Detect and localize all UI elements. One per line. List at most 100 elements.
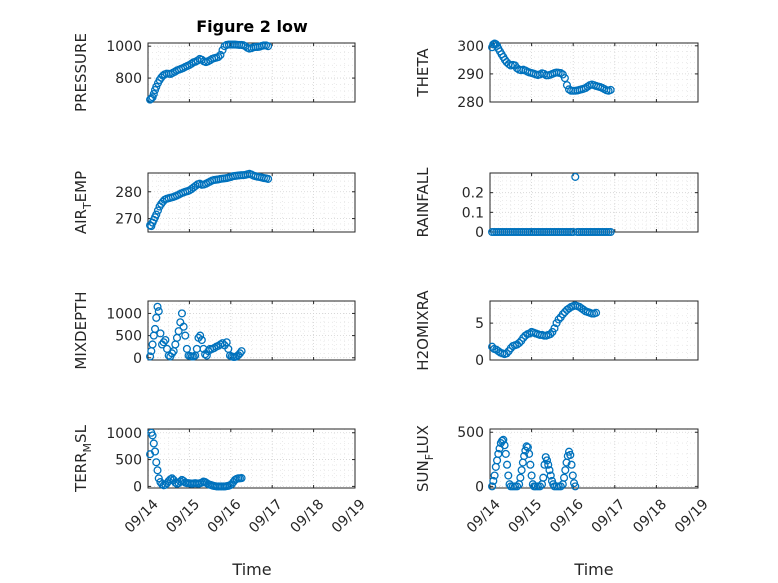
data-point xyxy=(554,315,563,324)
data-point xyxy=(488,482,497,491)
x-tick-label: 09/19 xyxy=(672,496,712,536)
data-point xyxy=(571,482,580,491)
data-point xyxy=(152,313,161,322)
data-point xyxy=(525,449,534,458)
axes-frame xyxy=(147,42,356,103)
data-point xyxy=(152,82,161,91)
y-tick-label: 5 xyxy=(475,316,484,332)
y-axis-label: TERRMSL xyxy=(72,424,94,493)
data-point xyxy=(535,482,544,491)
data-point xyxy=(154,307,163,316)
x-tick-label: 09/14 xyxy=(464,496,504,536)
data-point xyxy=(148,340,157,349)
plot-background xyxy=(490,429,698,488)
y-tick-label: 300 xyxy=(457,39,484,55)
plot-background xyxy=(490,173,698,232)
data-point xyxy=(526,460,535,469)
y-tick-label: 500 xyxy=(457,425,484,441)
y-tick-label: 0 xyxy=(133,479,142,495)
subplot-1: 280 290 300 THETA xyxy=(414,39,699,111)
data-point xyxy=(156,329,165,338)
y-axis-label: AIRTEMP xyxy=(72,171,94,234)
subplot-5: 0 5 H2OMIXRA xyxy=(414,290,699,371)
data-point xyxy=(181,331,190,340)
subplot-6: 09/14 09/15 09/16 09/17 09/18 09/19 0 500 1000 TE… xyxy=(72,424,369,536)
y-tick-label: 0 xyxy=(475,353,484,369)
data-point xyxy=(500,441,509,450)
subplot-3: 0 0.1 0.2 RAINFALL xyxy=(414,167,699,241)
data-point xyxy=(571,172,580,181)
y-tick-label: 280 xyxy=(115,185,142,201)
data-point xyxy=(539,473,548,482)
data-point xyxy=(218,339,227,348)
data-point xyxy=(562,81,572,90)
y-tick-label: 0.1 xyxy=(462,205,484,221)
axes-frame xyxy=(489,428,699,489)
data-point xyxy=(522,442,531,451)
y-axis-label: RAINFALL xyxy=(414,167,432,238)
x-tick-label: 09/16 xyxy=(547,496,587,536)
data-point xyxy=(153,302,162,311)
data-point xyxy=(560,74,569,83)
x-tick-label: 09/16 xyxy=(205,496,245,536)
x-axis-label-left: Time xyxy=(231,560,271,579)
data-point xyxy=(489,476,498,486)
data-point xyxy=(606,85,615,94)
data-point xyxy=(494,347,503,356)
data-point xyxy=(159,338,168,347)
data-point xyxy=(498,436,507,445)
axes-frame xyxy=(147,300,356,361)
data-point xyxy=(517,466,526,475)
data-point xyxy=(550,324,559,333)
data-point xyxy=(187,59,196,68)
data-point xyxy=(561,466,570,475)
subplot-4: 0 500 1000 MIXDEPTH xyxy=(72,291,356,370)
data-point xyxy=(527,471,536,480)
data-point xyxy=(567,460,576,469)
data-point xyxy=(177,309,186,318)
x-tick-label: 09/17 xyxy=(246,496,286,536)
data-point xyxy=(546,330,555,339)
data-point xyxy=(606,227,615,237)
y-tick-label: 270 xyxy=(115,212,142,228)
figure-title: Figure 2 low xyxy=(196,17,308,36)
data-point xyxy=(153,466,162,475)
x-axis-label-right: Time xyxy=(573,560,613,579)
data-point xyxy=(556,482,565,491)
data-point xyxy=(515,338,524,348)
data-point xyxy=(216,50,225,60)
data-point xyxy=(196,331,205,340)
data-point xyxy=(179,322,188,331)
data-point xyxy=(504,471,513,480)
y-axis-label: THETA xyxy=(414,48,432,98)
data-point xyxy=(546,471,555,480)
data-point xyxy=(566,450,575,460)
data-point xyxy=(501,449,510,458)
x-tick-label: 09/14 xyxy=(122,496,162,536)
y-tick-label: 1000 xyxy=(106,39,142,55)
axes-frame xyxy=(489,42,699,103)
data-point xyxy=(237,347,246,356)
y-tick-label: 0 xyxy=(475,479,484,495)
data-point xyxy=(512,482,522,491)
data-point xyxy=(161,335,170,345)
data-point xyxy=(149,89,158,99)
data-point xyxy=(153,206,162,215)
data-point xyxy=(592,308,601,317)
y-tick-label: 500 xyxy=(115,453,142,469)
data-point xyxy=(237,474,246,483)
x-tick-label: 09/19 xyxy=(329,496,369,536)
data-point xyxy=(503,460,512,469)
data-point xyxy=(214,52,223,62)
data-point xyxy=(494,449,503,458)
x-tick-label: 09/17 xyxy=(589,496,629,536)
data-point xyxy=(171,478,180,487)
subplot-2: 270 280 AIRTEMP xyxy=(72,169,356,234)
y-tick-label: 290 xyxy=(457,67,484,83)
x-tick-label: 09/15 xyxy=(163,496,203,536)
data-point xyxy=(559,473,569,482)
data-point xyxy=(197,335,206,345)
data-point xyxy=(149,439,158,448)
y-tick-label: 500 xyxy=(115,329,142,345)
